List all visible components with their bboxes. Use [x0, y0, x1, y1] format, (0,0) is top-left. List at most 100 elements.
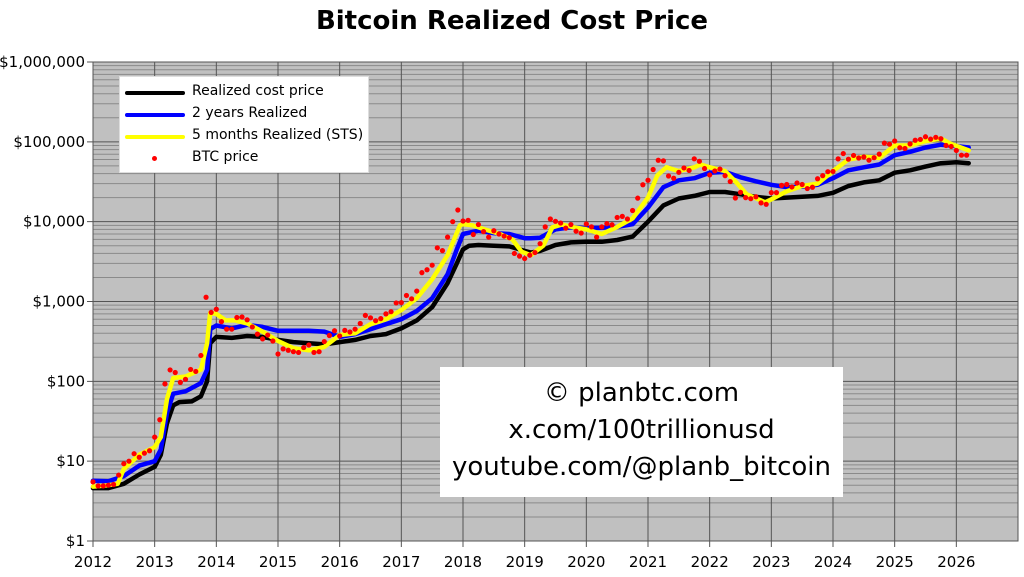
btc-price-point	[121, 461, 127, 467]
watermark: © planbtc.com x.com/100trillionusd youtu…	[440, 367, 843, 497]
x-tick-label: 2014	[197, 553, 235, 571]
btc-price-point	[799, 181, 805, 188]
btc-price-point	[784, 181, 790, 188]
btc-price-point	[208, 309, 214, 316]
watermark-line: x.com/100trillionusd	[508, 415, 775, 445]
btc-price-point	[352, 326, 358, 332]
btc-price-point	[239, 314, 245, 320]
btc-price-point	[768, 190, 774, 196]
btc-price-point	[964, 152, 970, 158]
btc-price-point	[676, 169, 682, 175]
btc-price-point	[398, 299, 404, 306]
btc-price-point	[367, 315, 374, 321]
btc-price-point	[167, 367, 173, 373]
legend-item-realized: Realized cost price	[120, 82, 368, 104]
btc-price-point	[141, 450, 147, 456]
btc-price-point	[409, 296, 415, 302]
x-tick-label: 2024	[814, 553, 852, 571]
btc-price-point	[866, 157, 872, 163]
btc-price-point	[301, 344, 307, 351]
btc-price-point	[696, 158, 702, 164]
btc-price-point	[280, 346, 286, 352]
btc-price-point	[907, 141, 913, 147]
btc-price-point	[475, 221, 482, 228]
x-tick-label: 2022	[691, 553, 729, 571]
chart-title: Bitcoin Realized Cost Price	[315, 6, 709, 36]
btc-price-point	[845, 156, 852, 162]
btc-price-point	[727, 178, 733, 185]
btc-price-point	[712, 168, 718, 174]
btc-price-point	[234, 314, 240, 321]
btc-price-point	[825, 169, 831, 175]
btc-price-point	[722, 173, 728, 179]
btc-price-point	[665, 173, 672, 179]
btc-price-point	[619, 213, 625, 219]
btc-price-point	[480, 229, 487, 235]
btc-price-point	[814, 176, 821, 182]
plot-border	[92, 61, 1019, 542]
btc-price-point	[840, 150, 846, 157]
btc-price-point	[450, 219, 456, 225]
btc-price-point	[491, 228, 497, 234]
x-tick-label: 2016	[321, 553, 359, 571]
btc-price-point	[95, 483, 101, 489]
btc-price-point	[275, 351, 281, 357]
y-tick-label: $10,000	[23, 213, 85, 231]
btc-price-point	[414, 288, 420, 294]
btc-price-point	[753, 194, 759, 200]
btc-price-point	[224, 326, 230, 332]
legend-item-5m: 5 months Realized (STS)	[120, 126, 368, 148]
btc-price-point	[337, 333, 343, 339]
x-tick-label: 2023	[752, 553, 790, 571]
btc-price-point	[917, 136, 923, 143]
btc-price-point	[90, 479, 96, 485]
btc-price-point	[635, 195, 641, 201]
btc-price-point	[876, 151, 882, 157]
btc-price-point	[542, 224, 548, 230]
btc-price-point	[383, 311, 389, 317]
btc-price-point	[177, 379, 183, 385]
btc-price-point	[331, 328, 338, 334]
btc-price-point	[640, 182, 646, 188]
btc-price-point	[213, 306, 219, 312]
btc-price-point	[157, 417, 163, 423]
btc-price-point	[152, 434, 158, 440]
btc-price-point	[809, 184, 816, 190]
btc-price-point	[943, 142, 949, 149]
btc-price-point	[938, 136, 944, 142]
btc-price-point	[254, 331, 261, 337]
btc-price-point	[645, 177, 651, 183]
btc-price-point	[193, 368, 199, 375]
btc-price-point	[794, 180, 800, 186]
btc-price-point	[259, 336, 266, 342]
btc-price-point	[922, 134, 929, 140]
btc-price-point	[779, 182, 785, 188]
btc-price-point	[182, 376, 189, 382]
btc-price-point	[434, 245, 440, 251]
btc-price-point	[850, 152, 857, 159]
btc-price-point	[563, 225, 569, 231]
btc-price-point	[948, 143, 954, 150]
legend-line-blue-icon	[125, 113, 185, 117]
x-tick-label: 2021	[629, 553, 667, 571]
btc-price-point	[362, 312, 368, 318]
btc-price-point	[455, 207, 461, 213]
btc-price-point	[552, 218, 559, 224]
btc-price-point	[953, 147, 959, 154]
btc-price-point	[599, 224, 605, 230]
btc-price-point	[537, 241, 543, 247]
btc-price-point	[681, 165, 687, 171]
chart-legend: Realized cost price 2 years Realized 5 m…	[119, 76, 369, 173]
btc-price-point	[244, 317, 250, 323]
btc-price-point	[393, 300, 399, 306]
watermark-line: youtube.com/@planb_bitcoin	[452, 452, 831, 482]
btc-price-point	[773, 190, 780, 196]
btc-price-point	[265, 332, 271, 338]
legend-item-btc: BTC price	[120, 148, 368, 170]
x-tick-label: 2026	[937, 553, 975, 571]
btc-price-point	[629, 207, 636, 214]
btc-price-point	[218, 319, 225, 325]
legend-item-2y: 2 years Realized	[120, 104, 368, 126]
btc-price-point	[388, 309, 394, 315]
y-tick-label: $1	[66, 532, 85, 550]
